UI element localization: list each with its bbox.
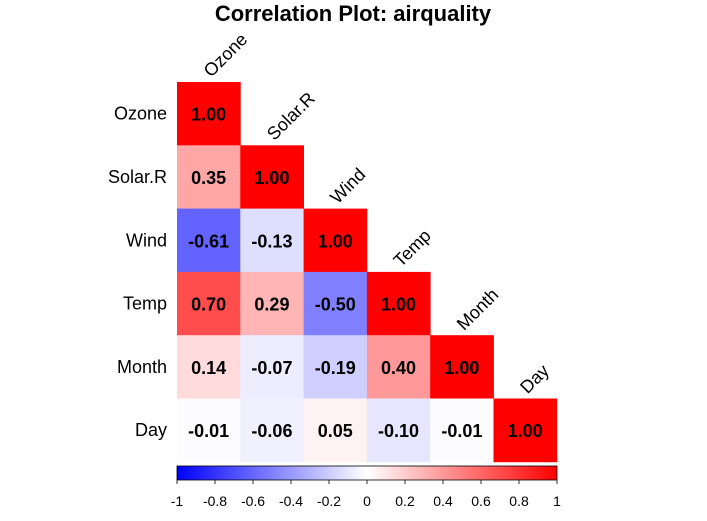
colorbar-tick-label: 0.2 — [395, 493, 415, 509]
color-legend: -1 -0.8 -0.6 -0.4 -0.2 0 0.2 0.4 0.6 0.8 1 — [171, 465, 561, 509]
heatmap-cell-month-month — [430, 335, 494, 399]
heatmap-cell-day-wind — [303, 398, 368, 463]
colorbar-tick-label: -0.6 — [241, 493, 265, 509]
row-label: Solar.R — [108, 167, 167, 187]
colorbar-tick-label: -1 — [171, 493, 184, 509]
column-label: Wind — [326, 164, 369, 207]
heatmap-cell-wind-ozone — [177, 208, 241, 273]
colorbar-tick-label: -0.8 — [203, 493, 227, 509]
heatmap-cell-month-temp — [366, 335, 431, 399]
row-label: Wind — [126, 230, 167, 250]
heatmap-cell-temp-wind — [303, 271, 368, 336]
cell-value-label: 1.00 — [444, 358, 479, 378]
cell-value-label: -0.13 — [251, 231, 292, 251]
colorbar-tick-label: 1 — [553, 493, 561, 509]
cell-value-label: -0.07 — [251, 358, 292, 378]
heatmap-cell-wind-solar-r — [240, 208, 304, 273]
colorbar-gradient — [176, 465, 558, 481]
column-label: Day — [516, 361, 553, 398]
colorbar-tick-label: 0.6 — [471, 493, 491, 509]
cell-value-label: 1.00 — [318, 231, 353, 251]
cell-value-label: 1.00 — [254, 168, 289, 188]
heatmap-cell-month-solar-r — [240, 335, 304, 399]
cell-value-label: -0.01 — [441, 421, 482, 441]
cell-value-label: -0.19 — [315, 358, 356, 378]
column-label: Month — [453, 285, 503, 335]
cell-value-label: 0.70 — [191, 295, 226, 315]
heatmap-cell-day-ozone — [177, 398, 241, 463]
heatmap-cell-temp-solar-r — [240, 271, 304, 336]
cell-value-label: -0.06 — [251, 421, 292, 441]
colorbar-tick-label: -0.2 — [317, 493, 341, 509]
cell-value-label: 1.00 — [381, 295, 416, 315]
heatmap-cell-month-ozone — [177, 335, 241, 399]
heatmap-cell-day-month — [430, 398, 494, 463]
heatmap-cell-day-day — [493, 398, 558, 463]
row-label: Month — [117, 357, 167, 377]
cell-value-label: 1.00 — [508, 421, 543, 441]
heatmap-cell-day-temp — [366, 398, 431, 463]
colorbar-tick-label: 0 — [363, 493, 371, 509]
colorbar-tick-label: 0.8 — [509, 493, 529, 509]
cell-value-label: 0.29 — [254, 295, 289, 315]
cell-value-label: 0.40 — [381, 358, 416, 378]
row-label: Temp — [123, 294, 167, 314]
heatmap-cell-solar-r-solar-r — [240, 145, 304, 209]
heatmap-cell-solar-r-ozone — [177, 145, 241, 209]
cell-value-label: -0.61 — [188, 231, 229, 251]
heatmap-cell-day-solar-r — [240, 398, 304, 463]
column-label: Temp — [390, 225, 435, 270]
colorbar-tick-label: 0.4 — [433, 493, 453, 509]
heatmap-cell-wind-wind — [303, 208, 368, 273]
cell-value-label: -0.01 — [188, 421, 229, 441]
colorbar-tick-label: -0.4 — [279, 493, 303, 509]
heatmap-cell-temp-ozone — [177, 271, 241, 336]
column-label: Ozone — [200, 29, 252, 81]
row-label: Ozone — [114, 104, 167, 124]
cell-value-label: -0.50 — [315, 295, 356, 315]
heatmap-cells: 1.00 0.35 1.00 -0.61 -0.13 1.00 0.70 0.29 -0.50 1… — [177, 82, 558, 463]
cell-value-label: 0.05 — [318, 421, 353, 441]
cell-value-label: 1.00 — [191, 105, 226, 125]
cell-value-label: 0.14 — [191, 358, 226, 378]
chart-title: Correlation Plot: airquality — [215, 1, 492, 26]
heatmap-cell-ozone-ozone — [177, 82, 241, 146]
heatmap-cell-month-wind — [303, 335, 368, 399]
cell-value-label: 0.35 — [191, 168, 226, 188]
cell-value-label: -0.10 — [378, 421, 419, 441]
heatmap-cell-temp-temp — [366, 271, 431, 336]
row-label: Day — [135, 420, 167, 440]
column-label: Solar.R — [263, 88, 319, 144]
